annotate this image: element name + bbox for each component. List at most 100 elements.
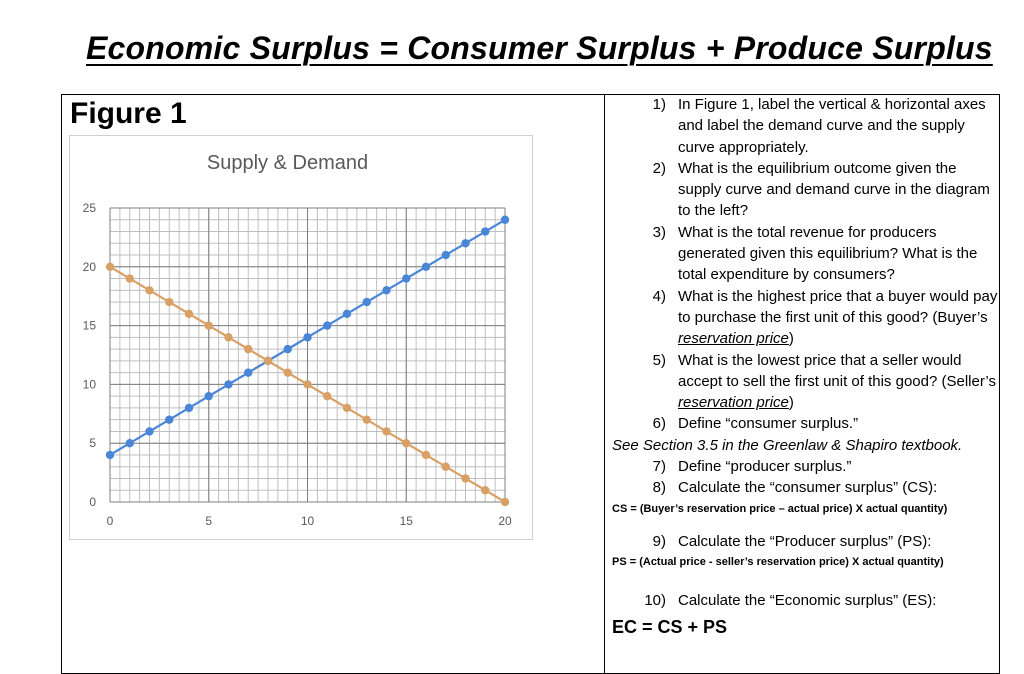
series-2-point <box>204 321 213 330</box>
question-number: 7) <box>652 458 666 476</box>
series-1-point <box>165 415 174 424</box>
series-1-point <box>481 227 490 236</box>
question-number: 9) <box>652 532 666 550</box>
reservation-price-term: reservation price <box>678 394 789 412</box>
question-number: 4) <box>652 287 666 305</box>
question-2: 2) What is the equilibrium outcome given… <box>612 158 998 222</box>
spacer <box>612 570 998 590</box>
question-text-part: What is the highest price that a buyer w… <box>678 287 998 326</box>
question-6: 6) Define “consumer surplus.” <box>612 413 998 434</box>
question-text: Calculate the “Producer surplus” (PS): <box>678 532 932 550</box>
series-2-point <box>125 274 134 283</box>
x-tick-label: 10 <box>301 514 315 528</box>
series-1-point <box>461 239 470 248</box>
question-number: 3) <box>652 223 666 241</box>
x-tick-label: 15 <box>400 514 414 528</box>
question-text-part: ) <box>788 394 794 412</box>
series-2-point <box>244 344 253 354</box>
question-list: 1) In Figure 1, label the vertical & hor… <box>612 94 998 639</box>
reservation-price-term: reservation price <box>678 330 789 348</box>
series-1-point <box>145 427 154 436</box>
series-2-point <box>323 391 332 401</box>
question-3: 3) What is the total revenue for produce… <box>612 222 998 286</box>
x-tick-label: 5 <box>205 514 212 528</box>
series-2-point <box>105 262 115 271</box>
series-2-point <box>382 427 391 436</box>
x-tick-label: 20 <box>498 514 512 528</box>
question-number: 1) <box>652 96 666 113</box>
series-1-point <box>105 450 115 460</box>
series-1-point <box>402 274 411 283</box>
series-1-point <box>125 439 134 448</box>
chart-title: Supply & Demand <box>207 152 368 174</box>
series-1-point <box>441 250 450 260</box>
series-1-point <box>323 321 332 330</box>
question-number: 6) <box>652 415 666 433</box>
series-1-point <box>224 380 233 389</box>
question-text: What is the lowest price that a seller w… <box>678 350 998 414</box>
series-2-point <box>145 286 154 295</box>
y-tick-label: 25 <box>83 201 97 215</box>
ec-formula: EC = CS + PS <box>612 617 728 638</box>
question-text: What is the total revenue for producers … <box>678 223 978 284</box>
question-9: 9) Calculate the “Producer surplus” (PS)… <box>612 531 998 552</box>
question-text: Define “consumer surplus.” <box>678 415 859 433</box>
textbook-note: See Section 3.5 in the Greenlaw & Shapir… <box>612 436 963 454</box>
series-1-point <box>303 333 312 342</box>
series-1-point <box>500 215 510 224</box>
question-text-part: What is the lowest price that a seller w… <box>678 351 996 390</box>
question-text: Calculate the “consumer surplus” (CS): <box>678 479 938 497</box>
y-tick-label: 20 <box>83 260 97 274</box>
x-tick-label: 0 <box>107 514 114 528</box>
ps-formula: PS = (Actual price - seller’s reservatio… <box>612 555 944 568</box>
figure-label: Figure 1 <box>70 97 187 130</box>
series-2-point <box>165 297 174 307</box>
cs-formula: CS = (Buyer’s reservation price – actual… <box>612 502 948 515</box>
supply-demand-chart: Supply & Demand 0 5 10 15 20 0 5 10 15 20 25 <box>83 152 512 528</box>
question-text: Calculate the “Economic surplus” (ES): <box>678 591 937 609</box>
series-2-point <box>263 356 273 366</box>
series-1-point <box>184 403 194 413</box>
series-2-point <box>481 486 490 495</box>
series-1-point <box>382 286 391 295</box>
question-4: 4) What is the highest price that a buye… <box>612 286 998 350</box>
series-2-point <box>224 333 233 342</box>
series-2-point <box>421 450 431 460</box>
series-2-point <box>500 497 510 507</box>
series-1-point <box>362 297 371 307</box>
y-tick-label: 15 <box>83 319 97 333</box>
y-tick-label: 0 <box>89 495 96 509</box>
y-tick-label: 10 <box>83 377 97 391</box>
series-1-point <box>421 262 431 271</box>
series-2-point <box>402 439 411 448</box>
series-1-point <box>204 391 213 401</box>
page-title: Economic Surplus = Consumer Surplus + Pr… <box>86 30 993 66</box>
question-number: 10) <box>644 591 666 609</box>
question-10: 10) Calculate the “Economic surplus” (ES… <box>612 590 998 611</box>
question-text: In Figure 1, label the vertical & horizo… <box>678 96 986 156</box>
series-1-point <box>244 368 253 377</box>
series-1-point <box>342 309 352 319</box>
series-2-point <box>283 368 292 377</box>
y-tick-label: 5 <box>89 436 96 450</box>
series-2-point <box>362 415 371 424</box>
question-1: 1) In Figure 1, label the vertical & hor… <box>612 94 998 158</box>
question-number: 5) <box>652 351 666 369</box>
question-number: 2) <box>652 159 666 177</box>
question-7: 7) Define “producer surplus.” <box>612 456 998 477</box>
question-number: 8) <box>652 479 666 497</box>
question-text-part: ) <box>788 330 794 348</box>
series-2-point <box>184 309 194 319</box>
series-2-point <box>342 403 352 413</box>
column-divider <box>604 94 605 674</box>
series-1-point <box>283 344 292 354</box>
spacer <box>612 517 998 531</box>
chart-area: Supply & Demand 0 5 10 15 20 0 5 10 15 20 25 <box>69 135 533 540</box>
question-5: 5) What is the lowest price that a selle… <box>612 350 998 414</box>
series-2-point <box>303 380 312 389</box>
question-text: Define “producer surplus.” <box>678 458 852 476</box>
series-2-point <box>461 474 470 483</box>
series-2-point <box>441 462 450 471</box>
question-text: What is the highest price that a buyer w… <box>678 286 998 350</box>
question-text: What is the equilibrium outcome given th… <box>678 159 990 220</box>
